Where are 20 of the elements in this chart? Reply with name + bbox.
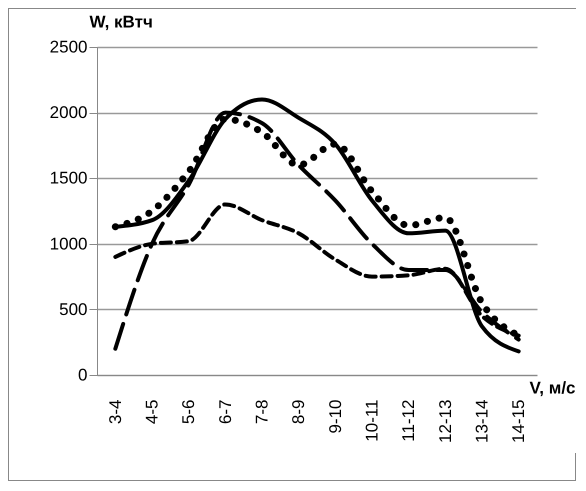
x-axis-title: V, м/с [530, 378, 576, 398]
y-tick-label: 1000 [50, 234, 88, 254]
y-axis-title: W, кВтч [90, 12, 153, 32]
y-tick-label: 0 [78, 366, 88, 384]
x-tick-label: 10-11 [362, 400, 382, 442]
y-tick-label: 1500 [50, 168, 88, 188]
x-tick-label: 13-14 [472, 400, 492, 443]
x-tick-label: 11-12 [399, 400, 418, 442]
y-tick-label: 500 [59, 300, 88, 319]
x-tick-label: 4-5 [142, 400, 162, 424]
x-tick-label: 14-15 [509, 400, 528, 443]
x-tick-label: 6-7 [216, 400, 235, 424]
x-tick-label: 12-13 [436, 400, 455, 443]
y-tick-label: 2500 [50, 38, 88, 56]
x-tick-label: 8-9 [289, 400, 308, 424]
x-tick-label: 3-4 [106, 400, 125, 424]
x-tick-label: 7-8 [252, 400, 272, 424]
y-tick-label: 2000 [50, 103, 88, 122]
x-tick-label: 5-6 [179, 400, 198, 424]
x-tick-label: 9-10 [326, 400, 345, 434]
